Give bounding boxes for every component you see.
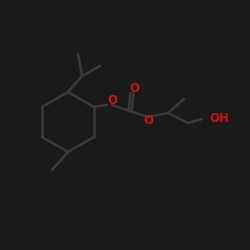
Text: O: O <box>129 82 139 94</box>
Text: OH: OH <box>209 112 229 124</box>
Text: O: O <box>143 114 153 128</box>
Text: O: O <box>107 94 117 108</box>
